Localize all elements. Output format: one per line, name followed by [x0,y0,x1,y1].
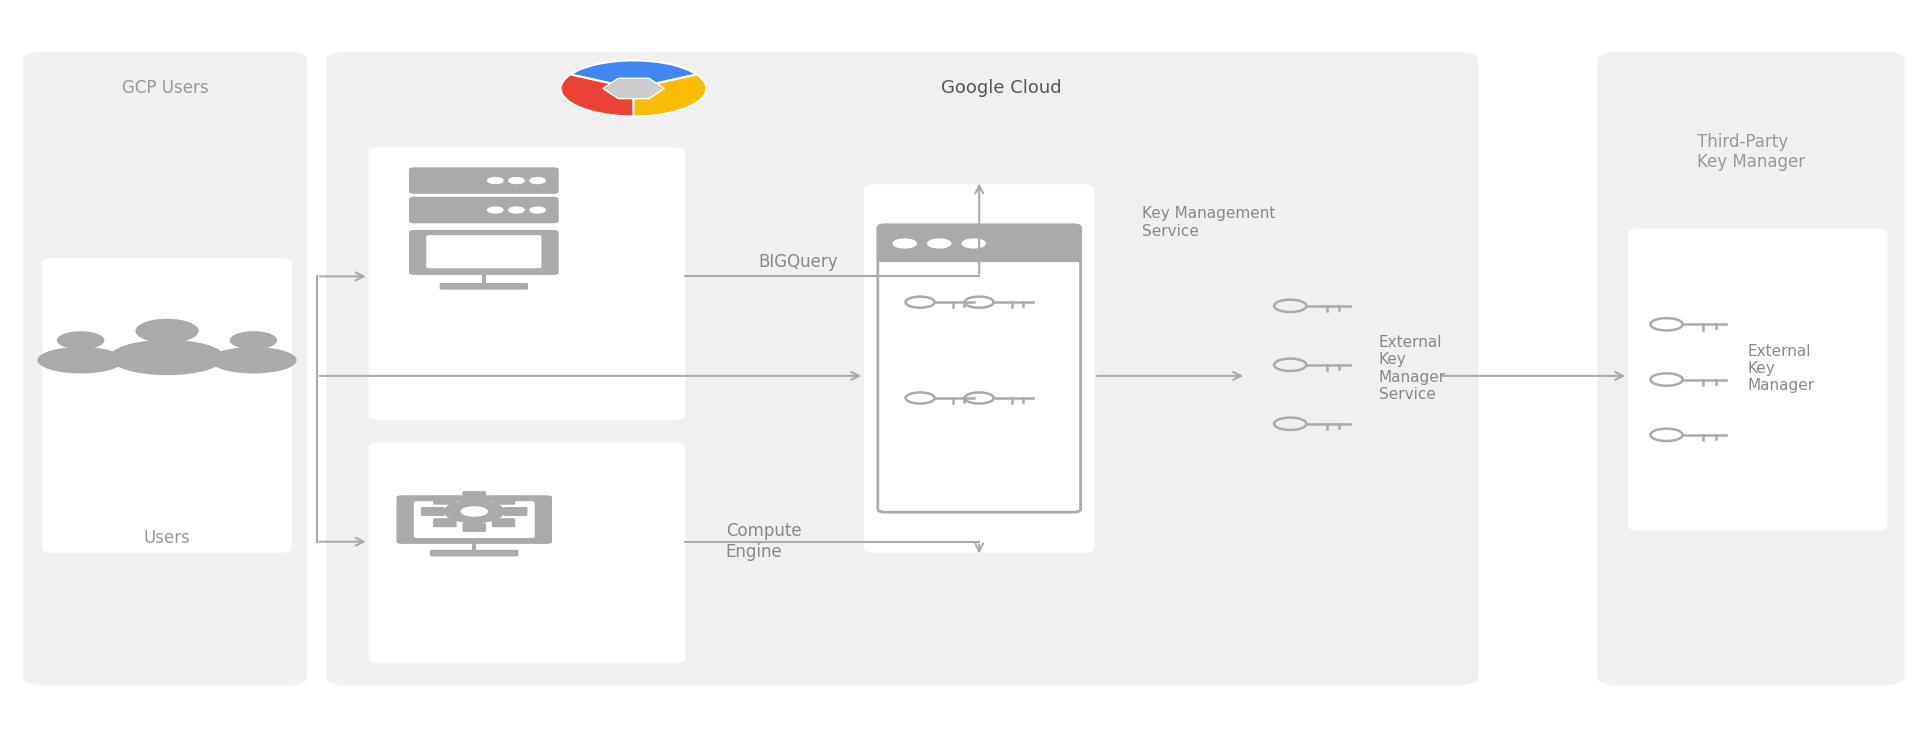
Circle shape [488,207,503,213]
Polygon shape [603,78,664,99]
Circle shape [509,178,524,184]
Circle shape [893,239,916,248]
FancyBboxPatch shape [434,518,457,527]
FancyBboxPatch shape [42,258,292,553]
FancyBboxPatch shape [864,184,1094,553]
Circle shape [530,207,545,213]
Text: External
Key
Manager
Service: External Key Manager Service [1379,335,1446,402]
Wedge shape [570,60,697,88]
FancyBboxPatch shape [396,495,553,544]
FancyBboxPatch shape [440,283,528,290]
Text: Google Cloud: Google Cloud [941,80,1062,97]
Ellipse shape [109,340,225,375]
FancyBboxPatch shape [23,52,307,685]
Circle shape [230,331,276,349]
Circle shape [488,178,503,184]
Circle shape [530,178,545,184]
Wedge shape [561,74,634,116]
Circle shape [444,500,505,523]
Ellipse shape [36,347,123,374]
FancyBboxPatch shape [326,52,1478,685]
Text: External
Key
Manager: External Key Manager [1747,343,1814,394]
Wedge shape [634,74,707,116]
FancyBboxPatch shape [877,225,1081,262]
Text: Key Management
Service: Key Management Service [1142,206,1275,239]
Text: BIGQuery: BIGQuery [758,253,837,270]
FancyBboxPatch shape [463,523,486,532]
FancyBboxPatch shape [492,496,515,505]
FancyBboxPatch shape [1628,228,1887,531]
FancyBboxPatch shape [409,230,559,275]
Circle shape [509,207,524,213]
Text: Third-Party
Key Manager: Third-Party Key Manager [1697,133,1805,172]
Ellipse shape [211,347,296,374]
FancyBboxPatch shape [503,507,528,516]
Circle shape [927,239,950,248]
Circle shape [962,239,985,248]
Text: Compute
Engine: Compute Engine [726,523,801,561]
FancyBboxPatch shape [492,518,515,527]
FancyBboxPatch shape [426,235,541,268]
FancyBboxPatch shape [409,167,559,194]
Circle shape [134,318,200,343]
Text: Users: Users [144,529,190,547]
FancyBboxPatch shape [877,225,1081,512]
FancyBboxPatch shape [434,496,457,505]
FancyBboxPatch shape [430,550,518,556]
FancyBboxPatch shape [463,491,486,500]
FancyBboxPatch shape [415,501,534,538]
FancyBboxPatch shape [1597,52,1905,685]
Circle shape [461,506,488,517]
FancyBboxPatch shape [420,507,445,516]
Text: GCP Users: GCP Users [121,80,209,97]
FancyBboxPatch shape [369,147,685,420]
FancyBboxPatch shape [369,442,685,663]
Circle shape [58,331,104,349]
FancyBboxPatch shape [409,197,559,223]
